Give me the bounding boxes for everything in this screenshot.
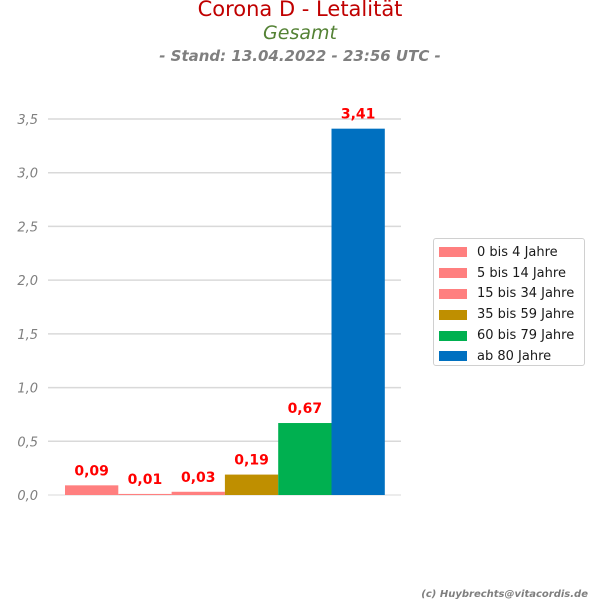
legend-swatch <box>439 351 467 362</box>
legend-item: 35 bis 59 Jahre <box>434 304 584 325</box>
legend-swatch <box>439 247 467 258</box>
y-tick-label: 3,5 <box>17 113 38 128</box>
y-tick-label: 2,5 <box>17 220 38 235</box>
legend-swatch <box>439 288 467 299</box>
y-axis: 0,0 0,5 1,0 1,5 2,0 2,5 3,0 3,5 <box>17 113 38 504</box>
legend-label: 35 bis 59 Jahre <box>477 307 575 323</box>
data-label: 0,09 <box>74 463 109 479</box>
data-label: 3,41 <box>341 107 376 123</box>
chart-subtitle: Gesamt <box>263 22 337 44</box>
y-tick-label: 0,5 <box>17 435 38 450</box>
data-label: 0,03 <box>181 470 216 486</box>
legend-item: 15 bis 34 Jahre <box>434 284 584 305</box>
credit-text: (c) Huybrechts@vitacordis.de <box>421 589 588 600</box>
bars <box>65 128 385 495</box>
legend-item: 5 bis 14 Jahre <box>434 263 584 284</box>
legend: 0 bis 4 Jahre 5 bis 14 Jahre 15 bis 34 Jah… <box>433 238 585 366</box>
bar-6 <box>331 128 385 495</box>
legend-item: ab 80 Jahre <box>434 346 584 367</box>
legend-swatch <box>439 268 467 279</box>
data-label: 0,01 <box>128 472 163 488</box>
legend-swatch <box>439 309 467 320</box>
chart-title: Corona D - Letalität <box>197 0 403 21</box>
legend-item: 0 bis 4 Jahre <box>434 242 584 263</box>
legend-label: 60 bis 79 Jahre <box>477 328 575 344</box>
bar-3 <box>171 491 225 495</box>
bar-2 <box>118 493 172 495</box>
bar-5 <box>278 423 332 495</box>
legend-label: 15 bis 34 Jahre <box>477 286 575 302</box>
bar-1 <box>65 485 119 495</box>
legend-swatch <box>439 330 467 341</box>
data-labels: 0,09 0,01 0,03 0,19 0,67 3,41 <box>74 107 375 488</box>
legend-label: 0 bis 4 Jahre <box>477 244 558 260</box>
data-label: 0,19 <box>234 453 269 469</box>
chart-date-stamp: - Stand: 13.04.2022 - 23:56 UTC - <box>159 47 441 65</box>
legend-label: 5 bis 14 Jahre <box>477 265 566 281</box>
data-label: 0,67 <box>288 401 323 417</box>
legend-label: ab 80 Jahre <box>477 348 552 364</box>
y-tick-label: 3,0 <box>17 167 38 182</box>
bar-4 <box>224 474 279 495</box>
y-tick-label: 1,0 <box>17 382 38 397</box>
legend-item: 60 bis 79 Jahre <box>434 325 584 346</box>
y-tick-label: 1,5 <box>17 328 38 343</box>
y-tick-label: 0,0 <box>17 489 38 504</box>
y-tick-label: 2,0 <box>17 274 38 289</box>
